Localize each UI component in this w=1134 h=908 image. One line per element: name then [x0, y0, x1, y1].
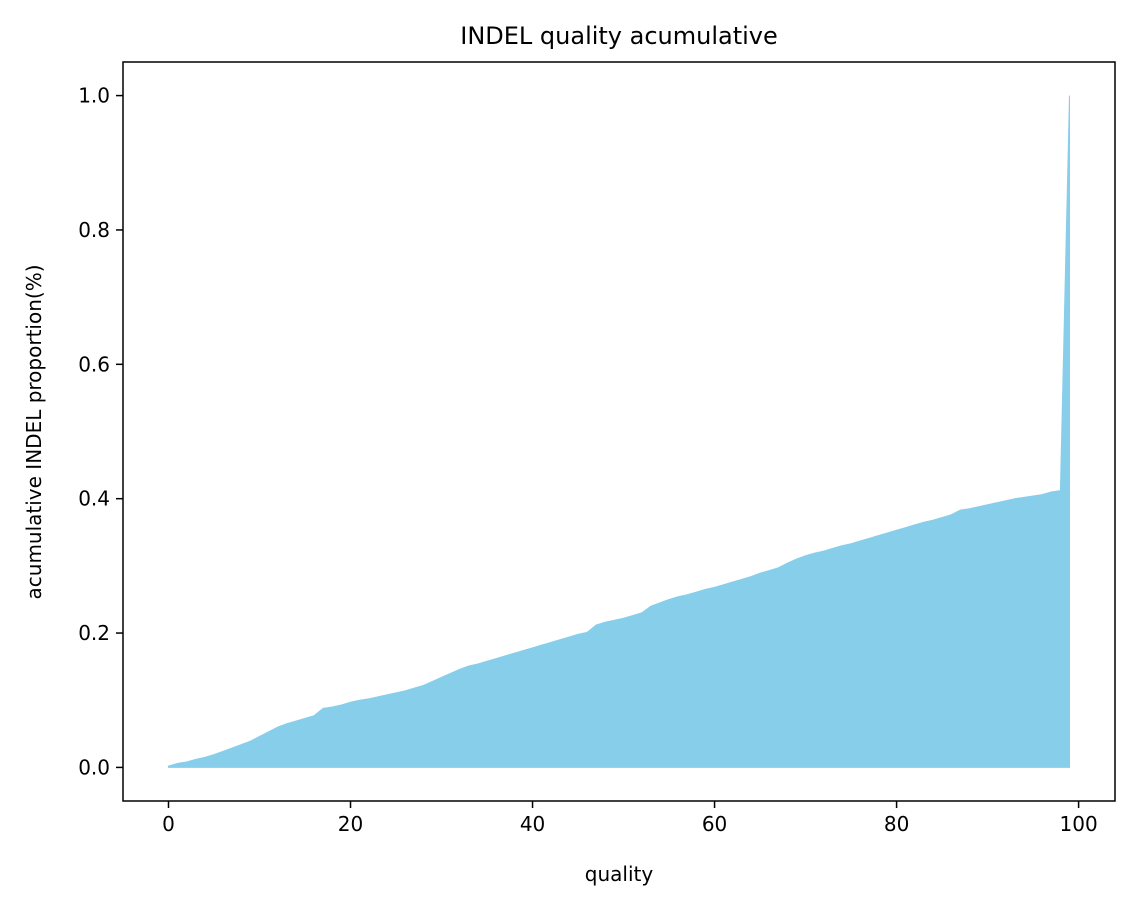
x-tick-label: 60	[702, 812, 727, 836]
x-axis: 0 20 40 60 80 100	[162, 801, 1098, 836]
chart-title: INDEL quality acumulative	[460, 22, 778, 50]
y-tick-label: 0.2	[78, 621, 110, 645]
x-axis-label: quality	[585, 862, 654, 886]
y-tick-label: 1.0	[78, 84, 110, 108]
y-axis: 0.0 0.2 0.4 0.6 0.8 1.0	[78, 84, 123, 779]
x-tick-label: 80	[884, 812, 909, 836]
plot-frame	[122, 61, 1116, 802]
y-tick-label: 0.6	[78, 352, 110, 376]
x-tick-label: 0	[162, 812, 175, 836]
y-tick-label: 0.8	[78, 218, 110, 242]
y-tick-label: 0.4	[78, 487, 110, 511]
x-tick-label: 20	[338, 812, 363, 836]
area-series-0	[168, 95, 1070, 768]
x-tick-label: 40	[520, 812, 545, 836]
y-tick-label: 0.0	[78, 755, 110, 779]
y-axis-label: acumulative INDEL proportion(%)	[22, 265, 46, 600]
x-tick-label: 100	[1060, 812, 1098, 836]
plot-area	[168, 95, 1070, 768]
